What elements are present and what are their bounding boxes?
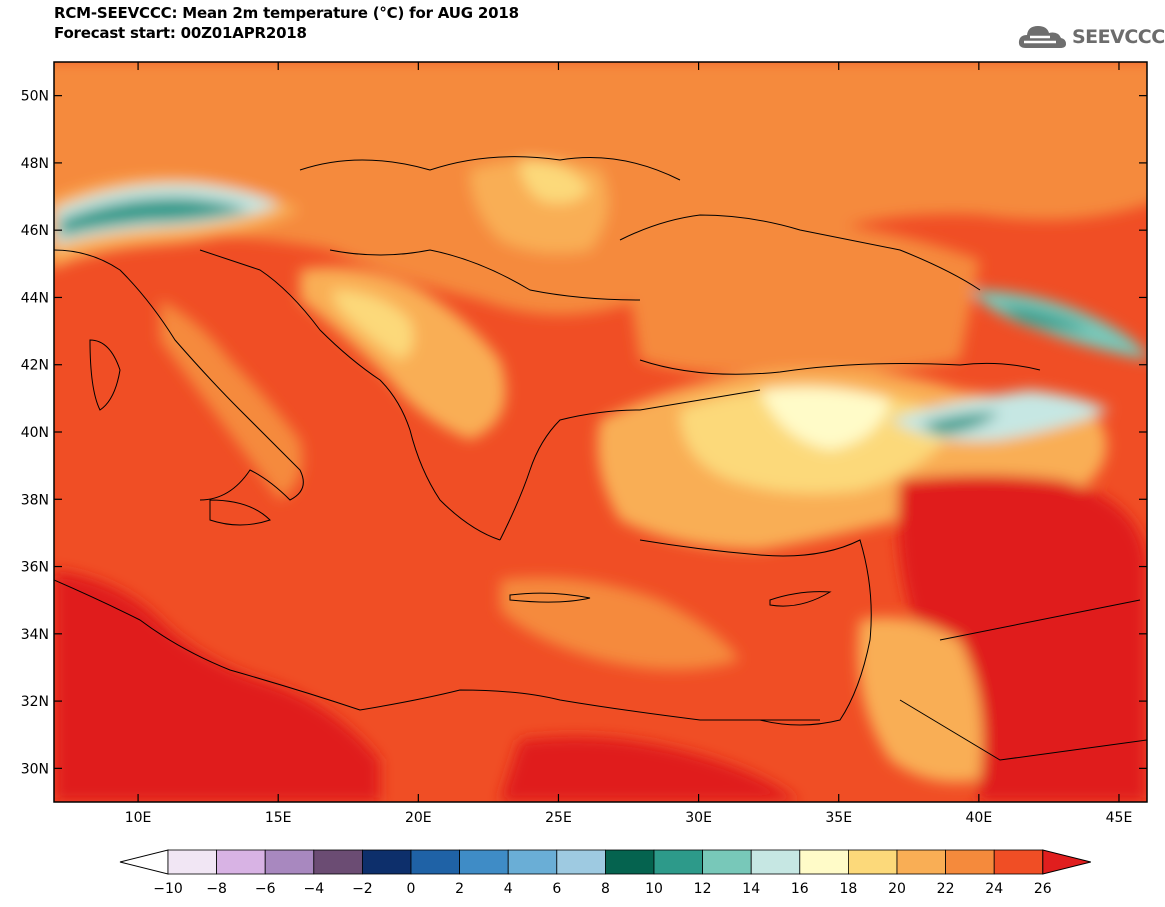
italy-coast [54, 249, 304, 501]
lat-tick-label: 50N [21, 89, 49, 105]
coastlines-and-borders [54, 156, 1147, 761]
colorbar-swatch [216, 849, 266, 875]
colorbar-label: 18 [839, 881, 857, 897]
temp-field-10-12 [60, 197, 250, 236]
colorbar-swatch [361, 849, 412, 875]
colorbar-swatch [799, 849, 849, 875]
colorbar-label: −4 [303, 881, 324, 897]
crete-outline [509, 592, 591, 603]
colorbar-label: 4 [504, 881, 513, 897]
temp-field-10-12 [1000, 305, 1090, 330]
aegean-coast [499, 389, 761, 541]
lon-tick-label: 15E [265, 810, 292, 826]
temp-field-22-24 [620, 216, 980, 374]
colorbar-label: 20 [888, 881, 906, 897]
colorbar-swatch [750, 849, 801, 875]
black-sea-north-coast [619, 214, 981, 291]
colorbar-swatch [605, 849, 655, 875]
lat-tick-label: 36N [21, 560, 49, 576]
lon-tick-label: 25E [545, 810, 572, 826]
colorbar-swatch [848, 849, 898, 875]
lat-tick-label: 32N [21, 694, 49, 710]
lat-tick-label: 34N [21, 627, 49, 643]
levant-coast [639, 539, 872, 726]
corsica-sardinia-outline [89, 339, 121, 411]
longitude-axis: 10E 15E 20E 25E 30E 35E 40E 45E [125, 62, 1133, 826]
colorbar-label: 12 [694, 881, 712, 897]
colorbar-label: 8 [601, 881, 610, 897]
central-europe-borders [299, 156, 681, 181]
temp-field-above-26 [500, 736, 800, 802]
lon-tick-label: 40E [966, 810, 993, 826]
colorbar-label: −6 [255, 881, 276, 897]
temp-field-above-26 [54, 570, 380, 802]
temp-field-22-24 [160, 300, 303, 500]
lat-tick-label: 38N [21, 492, 49, 508]
temp-field-10-12 [920, 412, 1000, 435]
colorbar-label: 26 [1034, 881, 1052, 897]
lon-tick-label: 35E [825, 810, 852, 826]
temp-field-20-22 [858, 617, 983, 783]
black-sea-south-coast [639, 359, 1041, 375]
north-africa-coast [54, 579, 820, 721]
colorbar: −10 −8 −6 −4 −2 0 2 4 6 8 10 12 14 16 18 20 22 24 26 [119, 849, 1091, 897]
colorbar-label: −8 [206, 881, 227, 897]
colorbar-swatch [945, 849, 995, 875]
colorbar-swatch [410, 849, 460, 875]
colorbar-swatch [264, 849, 315, 875]
middle-east-borders [899, 599, 1147, 761]
colorbar-swatch [556, 849, 606, 875]
sicily-outline [209, 499, 271, 526]
colorbar-label: −10 [153, 881, 183, 897]
colorbar-label: 2 [455, 881, 464, 897]
colorbar-swatch [459, 849, 509, 875]
latitude-axis: 50N 48N 46N 44N 42N 40N 38N 36N 34N 32N 30N [21, 89, 1147, 777]
temp-field-22-24 [500, 577, 740, 670]
lon-tick-label: 10E [125, 810, 152, 826]
temp-field-18-20 [330, 290, 414, 360]
colorbar-swatch [993, 849, 1044, 875]
lat-tick-label: 30N [21, 761, 49, 777]
colorbar-label: 10 [645, 881, 663, 897]
seevccc-logo: SEEVCCC [1016, 20, 1165, 54]
temperature-field [54, 62, 1147, 802]
cyprus-outline [769, 591, 832, 607]
colorbar-label: 16 [791, 881, 809, 897]
lat-tick-label: 46N [21, 223, 49, 239]
adriatic-coast [199, 249, 501, 541]
temp-field-16-18 [760, 386, 890, 450]
lon-tick-label: 20E [405, 810, 432, 826]
colorbar-high-arrow [1042, 849, 1091, 875]
lat-tick-label: 44N [21, 290, 49, 306]
colorbar-label: −2 [352, 881, 373, 897]
lon-tick-label: 30E [685, 810, 712, 826]
colorbar-swatch [313, 849, 363, 875]
colorbar-swatch [507, 849, 558, 875]
colorbar-label: 6 [552, 881, 561, 897]
lat-tick-label: 48N [21, 156, 49, 172]
cloud-logo-icon [1018, 26, 1066, 48]
colorbar-low-arrow [119, 849, 169, 875]
colorbar-label: 24 [985, 881, 1003, 897]
map-title: RCM-SEEVCCC: Mean 2m temperature (°C) fo… [54, 4, 519, 22]
colorbar-swatch [653, 849, 703, 875]
colorbar-label: 0 [407, 881, 416, 897]
lon-tick-label: 45E [1106, 810, 1133, 826]
lat-tick-label: 40N [21, 425, 49, 441]
lat-tick-label: 42N [21, 358, 49, 374]
temp-field-18-20 [520, 160, 590, 204]
colorbar-label: 22 [937, 881, 955, 897]
logo-text: SEEVCCC [1072, 26, 1165, 48]
balkan-borders [329, 249, 641, 301]
colorbar-label: 14 [742, 881, 760, 897]
colorbar-swatch [167, 849, 217, 875]
forecast-start-label: Forecast start: 00Z01APR2018 [54, 24, 307, 42]
colorbar-swatch [702, 849, 752, 875]
colorbar-swatch [896, 849, 946, 875]
